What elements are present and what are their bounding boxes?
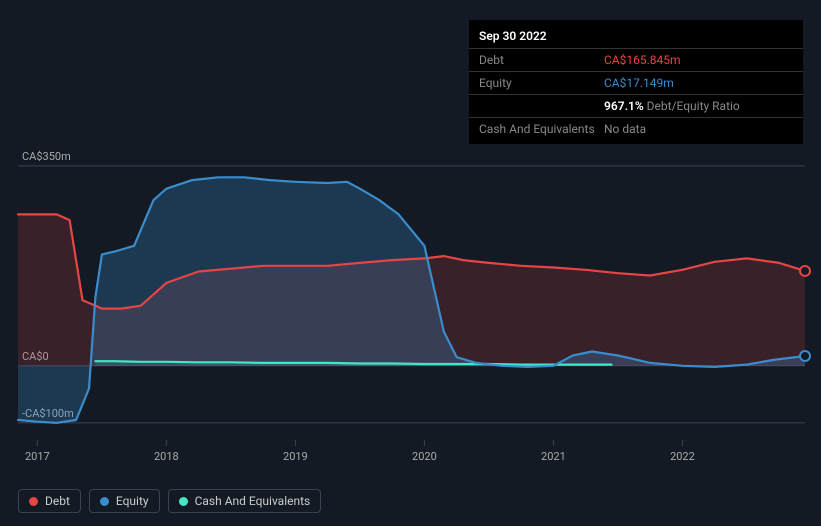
tooltip-row: 967.1% Debt/Equity Ratio	[469, 95, 803, 118]
tooltip-row-label: Equity	[479, 76, 604, 90]
legend-item-equity[interactable]: Equity	[89, 489, 160, 513]
legend-label: Equity	[116, 494, 149, 508]
tooltip-row-value: No data	[604, 122, 646, 136]
tooltip-row-label	[479, 99, 604, 113]
tooltip-row: DebtCA$165.845m	[469, 49, 803, 72]
legend-dot	[29, 497, 38, 506]
svg-text:2021: 2021	[541, 450, 566, 463]
legend-label: Debt	[45, 494, 70, 508]
tooltip-row-label: Debt	[479, 53, 604, 67]
legend-item-debt[interactable]: Debt	[18, 489, 81, 513]
tooltip-row-label: Cash And Equivalents	[479, 122, 604, 136]
svg-text:2017: 2017	[25, 450, 50, 463]
tooltip-row: EquityCA$17.149m	[469, 72, 803, 95]
tooltip-row-value: 967.1% Debt/Equity Ratio	[604, 99, 740, 113]
tooltip-row-value: CA$165.845m	[604, 53, 681, 67]
legend-dot	[179, 497, 188, 506]
tooltip-date: Sep 30 2022	[469, 24, 803, 49]
legend-item-cash-and-equivalents[interactable]: Cash And Equivalents	[168, 489, 322, 513]
svg-text:2022: 2022	[670, 450, 695, 463]
tooltip-row: Cash And EquivalentsNo data	[469, 118, 803, 140]
tooltip-row-value: CA$17.149m	[604, 76, 674, 90]
chart-legend: Debt Equity Cash And Equivalents	[18, 489, 321, 513]
legend-label: Cash And Equivalents	[195, 494, 311, 508]
svg-text:CA$350m: CA$350m	[22, 150, 71, 163]
svg-text:2019: 2019	[283, 450, 308, 463]
legend-dot	[100, 497, 109, 506]
svg-text:2020: 2020	[412, 450, 437, 463]
svg-text:2018: 2018	[154, 450, 179, 463]
chart-tooltip: Sep 30 2022 DebtCA$165.845mEquityCA$17.1…	[469, 20, 803, 144]
